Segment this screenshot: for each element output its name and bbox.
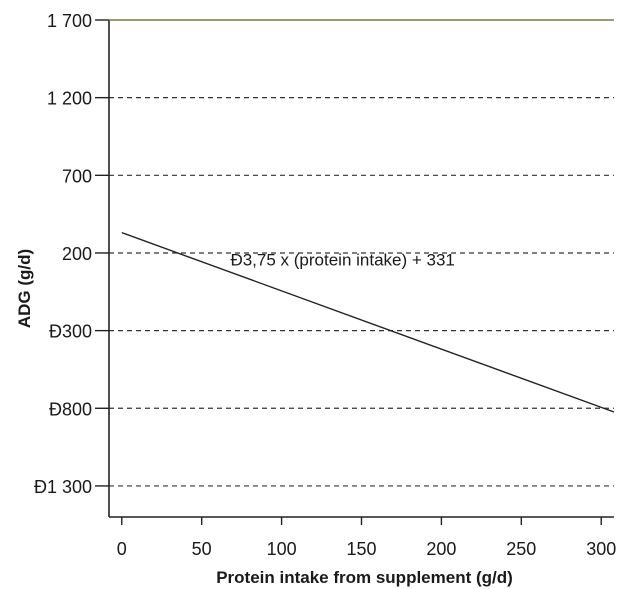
y-tick-label: Đ800: [49, 399, 92, 419]
x-tick-label: 250: [506, 539, 536, 559]
series: [121, 231, 615, 413]
y-tick-label: 700: [62, 166, 92, 186]
x-tick-label: 0: [117, 539, 127, 559]
grid-lines: [109, 97, 614, 487]
x-tick-label: 50: [192, 539, 212, 559]
y-tick-label: 200: [62, 244, 92, 264]
y-ticks: 1 700 1 200 700 200 Đ300 Đ800 Đ1 300: [34, 11, 109, 497]
y-tick-label: 1 700: [47, 11, 92, 31]
y-tick-label: Đ1 300: [34, 477, 92, 497]
x-ticks: 0 50 100 150 200 250 300: [117, 517, 616, 559]
x-tick-label: 150: [346, 539, 376, 559]
x-tick-label: 100: [267, 539, 297, 559]
x-tick-label: 200: [426, 539, 456, 559]
regression-line: [121, 231, 615, 413]
y-axis-title: ADG (g/d): [15, 249, 34, 328]
y-tick-label: 1 200: [47, 89, 92, 109]
x-tick-label: 300: [586, 539, 616, 559]
x-axis-title: Protein intake from supplement (g/d): [216, 568, 513, 587]
equation-annotation: Đ3,75 x (protein intake) + 331: [230, 250, 454, 269]
y-tick-label: Đ300: [49, 322, 92, 342]
